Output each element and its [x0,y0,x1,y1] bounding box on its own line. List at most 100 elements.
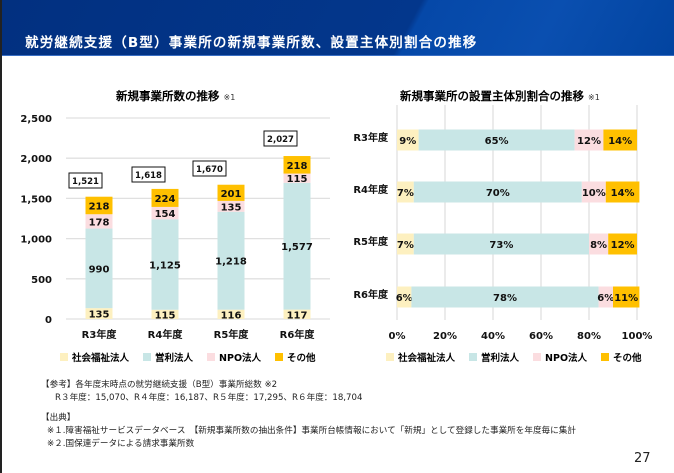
bar-segment-other [217,184,245,201]
bar-segment-npo [217,200,245,212]
legend-item-for-profit: 営利法人 [143,350,193,364]
bar-segment-npo [581,181,606,203]
data-label-npo: 12% [577,136,601,147]
y-tick-label: 500 [31,275,52,286]
y-tick-label: 2,500 [20,114,52,125]
page-title: 就労継続支援（B型）事業所の新規事業所数、設置主体別割合の推移 [25,35,478,51]
x-tick-label: 40% [481,331,505,342]
bar-segment-for-profit [283,182,311,310]
data-label-other: 224 [155,194,176,205]
y-tick-label: 1,000 [20,235,52,246]
legend-label: 社会福祉法人 [72,353,130,364]
data-label-other: 201 [221,189,242,200]
right-chart-legend: 社会福祉法人 営利法人 NPO法人 その他 [386,350,656,364]
y-category-label: R3年度 [353,131,389,144]
source-note-2: ※２.国保連データによる請求事業所数 [47,439,195,449]
x-tick-label: 60% [529,331,553,342]
legend-item-for-profit: 営利法人 [469,350,519,364]
left-chart-legend: 社会福祉法人 営利法人 NPO法人 その他 [60,350,330,364]
data-label-npo: 154 [155,209,176,220]
data-label-for-profit: 990 [89,264,110,275]
x-category-label: R5年度 [214,328,250,341]
bar-segment-for-profit [413,233,589,255]
x-category-label: R6年度 [280,328,316,341]
bar-segment-npo [151,206,179,220]
bar-segment-npo [598,286,613,308]
reference-values: R３年度：15,070、R４年度：16,187、R５年度：17,295、R６年度… [55,393,363,403]
bar-segment-other [613,286,640,308]
x-category-label: R4年度 [148,328,184,341]
data-label-for-profit: 1,218 [215,257,247,268]
y-tick-label: 2,000 [20,154,52,165]
bar-segment-other [608,233,637,255]
bar-segment-social-welfare [85,308,113,319]
data-label-other: 14% [608,136,632,147]
bar-segment-social-welfare [217,309,245,319]
legend-swatch-other [601,353,610,361]
data-label-for-profit: 78% [493,293,517,304]
x-tick-label: 20% [433,331,457,342]
data-label-other: 12% [611,240,635,251]
legend-label: その他 [613,353,642,364]
legend-label: 営利法人 [155,353,194,364]
left-chart-title: 新規事業所数の推移 ※1 [116,88,235,104]
right-chart-title-note: ※1 [588,93,600,102]
legend-label: その他 [287,353,316,364]
data-label-other: 218 [287,161,308,172]
bar-segment-social-welfare [283,309,311,319]
bar-segment-for-profit [418,129,575,151]
data-label-npo: 178 [89,217,110,228]
bar-segment-npo [589,233,609,255]
data-label-for-profit: 1,577 [281,242,313,253]
legend-item-social-welfare: 社会福祉法人 [60,350,129,364]
legend-swatch-npo [533,353,542,361]
total-label: 1,521 [72,177,99,187]
header-stripe [0,55,674,56]
legend-label: 社会福祉法人 [398,353,456,364]
notes-section: 【参考】各年度末時点の就労継続支援（B型）事業所総数 ※2 R３年度：15,07… [41,379,576,451]
bar-segment-social-welfare [397,181,414,203]
data-label-other: 14% [611,188,635,199]
bar-segment-social-welfare [397,233,414,255]
bar-segment-for-profit [151,219,179,310]
bar-segment-for-profit [85,228,113,309]
legend-swatch-npo [207,353,216,361]
data-label-npo: 135 [221,202,242,213]
source-heading: 【出典】 [41,413,76,423]
source-note-1: ※１.障害福祉サービスデータベース 【新規事業所数の抽出条件】事業所台帳情報にお… [47,426,576,436]
legend-label: NPO法人 [219,353,262,364]
data-label-npo: 115 [287,174,308,185]
y-tick-label: 1,500 [20,194,52,205]
legend-item-other: その他 [275,350,316,364]
header-banner: 就労継続支援（B型）事業所の新規事業所数、設置主体別割合の推移 [0,0,674,56]
x-category-label: R3年度 [82,328,118,341]
y-category-label: R4年度 [353,183,389,196]
x-tick-label: 0% [389,331,406,342]
bar-segment-other [605,181,640,203]
right-chart: 0% 20% 40% 60% 80% 100% R3年度 9% 65% 12% 14% R4年度 7% 7… [353,105,652,342]
legend-item-other: その他 [601,350,642,364]
left-chart: 0 500 1,000 1,500 2,000 2,500 135 990 178 218 1,52… [20,114,330,341]
data-label-social-welfare: 7% [397,240,414,251]
data-label-for-profit: 70% [486,188,510,199]
y-tick-label: 0 [45,315,52,326]
slide-border [0,0,2,473]
data-label-social-welfare: 135 [89,310,110,321]
legend-item-npo: NPO法人 [533,350,587,364]
data-label-other: 11% [614,293,638,304]
right-chart-title: 新規事業所の設置主体別割合の推移 ※1 [400,88,600,104]
legend-swatch-for-profit [469,353,478,361]
legend-swatch-for-profit [143,353,152,361]
bar-segment-other [283,156,311,174]
bar-segment-social-welfare [151,309,179,319]
left-chart-title-text: 新規事業所数の推移 [116,89,220,103]
y-category-label: R6年度 [353,288,389,301]
bar-segment-for-profit [411,286,599,308]
data-label-for-profit: 73% [489,240,513,251]
legend-label: NPO法人 [545,353,588,364]
legend-label: 営利法人 [481,353,520,364]
data-label-social-welfare: 7% [397,188,414,199]
bar-segment-social-welfare [397,129,419,151]
legend-item-npo: NPO法人 [207,350,261,364]
legend-swatch-other [275,353,284,361]
